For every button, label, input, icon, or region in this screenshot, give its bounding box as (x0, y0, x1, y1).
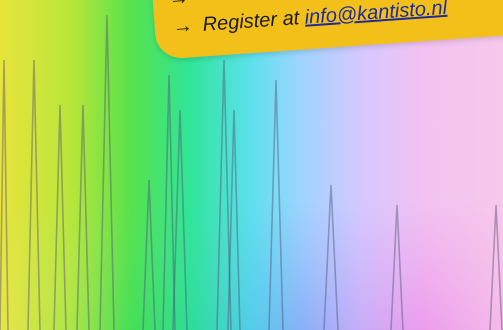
peak-9 (216, 59, 232, 330)
peak-7 (162, 74, 176, 330)
peak-4 (76, 104, 90, 330)
peak-2 (27, 59, 41, 330)
peak-1 (0, 59, 9, 330)
peak-10 (227, 109, 241, 330)
peak-6 (142, 179, 156, 330)
peak-5 (99, 14, 115, 330)
arrow-icon: → (168, 0, 189, 10)
peak-12 (323, 184, 339, 330)
peak-13 (390, 204, 404, 330)
peak-11 (268, 79, 284, 330)
peak-8 (172, 109, 188, 330)
arrow-icon: → (172, 14, 194, 38)
peak-3 (53, 104, 67, 330)
peak-14 (489, 204, 503, 330)
